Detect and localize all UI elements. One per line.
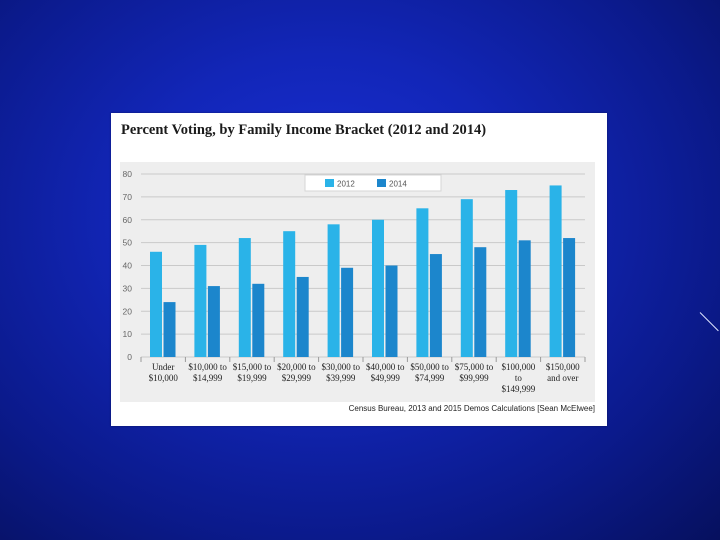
- bar-2014: [429, 254, 442, 357]
- bar-2012: [327, 224, 340, 357]
- x-category-label: $74,999: [415, 373, 445, 383]
- x-category-label: $14,999: [193, 373, 223, 383]
- legend-swatch: [377, 179, 386, 187]
- bar-2014: [563, 238, 576, 357]
- x-category-label: and over: [547, 373, 578, 383]
- bar-2012: [460, 199, 473, 357]
- bar-2014: [385, 265, 398, 357]
- x-category-label: $10,000 to: [188, 362, 227, 372]
- bar-2012: [194, 244, 207, 357]
- x-category-label: $29,999: [282, 373, 312, 383]
- x-category-label: $40,000 to: [366, 362, 405, 372]
- x-category-label: to: [515, 373, 523, 383]
- bar-2014: [518, 240, 531, 357]
- bar-2012: [238, 238, 251, 357]
- y-tick-label: 20: [123, 306, 133, 316]
- x-category-label: $10,000: [149, 373, 179, 383]
- y-tick-label: 70: [123, 192, 133, 202]
- legend-box: [304, 174, 442, 192]
- legend-swatch: [325, 179, 334, 187]
- y-tick-label: 30: [123, 283, 133, 293]
- x-category-label: $150,000: [546, 362, 580, 372]
- chart-figure: Percent Voting, by Family Income Bracket…: [111, 113, 607, 426]
- x-category-label: $20,000 to: [277, 362, 316, 372]
- y-tick-label: 60: [123, 215, 133, 225]
- y-tick-label: 40: [123, 261, 133, 271]
- x-category-label: $39,999: [326, 373, 356, 383]
- x-category-label: $49,999: [371, 373, 401, 383]
- y-tick-label: 0: [127, 352, 132, 362]
- bar-2012: [283, 231, 296, 357]
- source-note: Census Bureau, 2013 and 2015 Demos Calcu…: [349, 404, 595, 413]
- x-category-label: Under: [152, 362, 175, 372]
- x-category-label: $100,000: [502, 362, 536, 372]
- bar-2014: [163, 302, 176, 357]
- bar-2012: [505, 190, 518, 357]
- legend-label: 2012: [337, 180, 355, 189]
- bar-2012: [150, 251, 162, 357]
- y-tick-label: 50: [123, 238, 133, 248]
- bar-2012: [549, 185, 562, 357]
- x-category-label: $19,999: [237, 373, 267, 383]
- y-tick-label: 80: [123, 169, 133, 179]
- x-category-label: $50,000 to: [410, 362, 449, 372]
- bar-2014: [252, 283, 265, 357]
- decorative-diagonal-line: [699, 312, 719, 332]
- bar-2012: [372, 219, 384, 357]
- bar-2014: [341, 267, 354, 357]
- bar-2014: [474, 247, 487, 357]
- x-category-label: $15,000 to: [233, 362, 272, 372]
- x-category-label: $149,999: [502, 384, 536, 394]
- y-tick-label: 10: [123, 329, 133, 339]
- bar-2014: [207, 286, 220, 357]
- bar-2012: [416, 208, 429, 357]
- legend-label: 2014: [389, 180, 407, 189]
- chart-title: Percent Voting, by Family Income Bracket…: [121, 122, 487, 138]
- bar-2014: [296, 276, 309, 357]
- x-category-label: $30,000 to: [322, 362, 361, 372]
- x-category-label: $99,999: [459, 373, 489, 383]
- x-category-label: $75,000 to: [455, 362, 494, 372]
